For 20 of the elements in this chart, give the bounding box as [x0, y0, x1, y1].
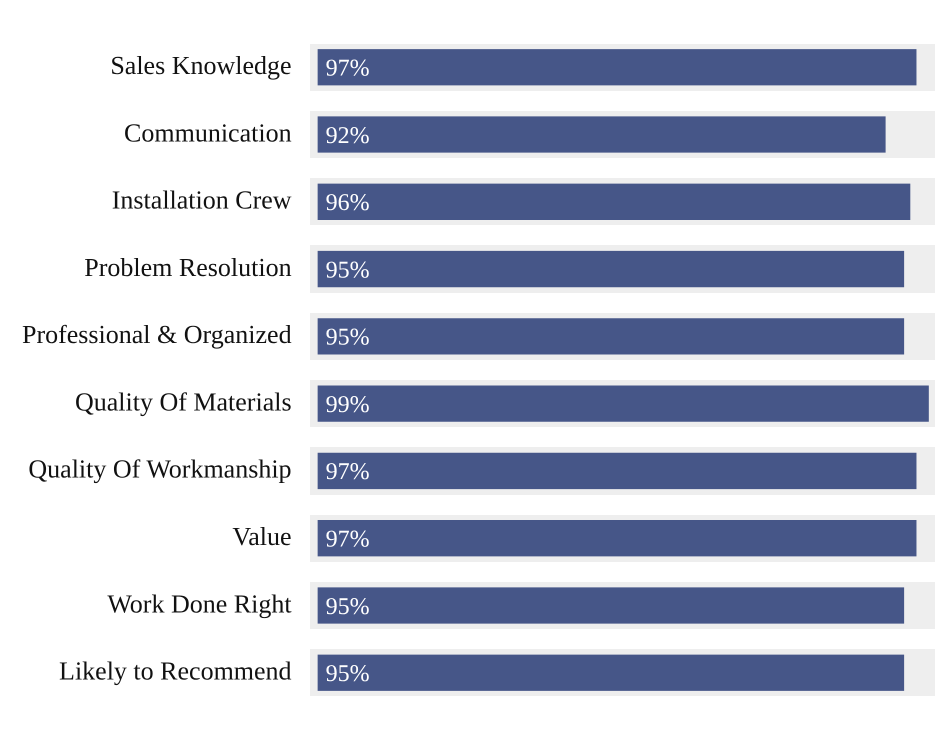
- data-label: 97%: [326, 56, 370, 82]
- y-tick-label: Sales Knowledge: [110, 51, 292, 80]
- data-label: 99%: [326, 392, 370, 418]
- y-tick-label: Work Done Right: [107, 589, 292, 618]
- y-tick-label: Communication: [124, 118, 292, 148]
- y-tick-label: Professional & Organized: [22, 320, 292, 350]
- data-label: 95%: [326, 594, 370, 620]
- data-label: 92%: [326, 122, 370, 149]
- y-tick-label: Quality Of Materials: [74, 387, 292, 416]
- y-tick-label: Quality Of Workmanship: [28, 454, 292, 484]
- data-label: 95%: [326, 324, 370, 351]
- y-tick-label: Value: [232, 522, 292, 552]
- data-label: 95%: [326, 257, 370, 284]
- data-label: 96%: [326, 190, 370, 216]
- data-label: 95%: [326, 661, 370, 688]
- data-label: 97%: [326, 526, 370, 552]
- y-tick-label: Likely to Recommend: [59, 656, 292, 686]
- data-label: 97%: [326, 459, 370, 486]
- y-tick-label: Problem Resolution: [84, 252, 292, 282]
- y-tick-label: Installation Crew: [112, 186, 292, 215]
